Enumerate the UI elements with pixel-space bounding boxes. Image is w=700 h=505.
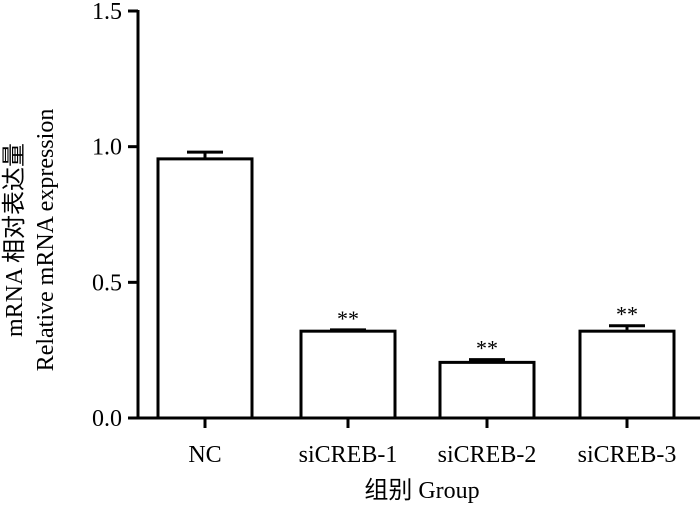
bars-group <box>156 157 676 420</box>
y-tick-label: 0.0 <box>92 406 122 432</box>
y-tick-label: 1.5 <box>92 0 122 25</box>
bar-sicreb-3 <box>578 329 676 420</box>
significance-markers-group: ** ** ** <box>337 302 638 361</box>
y-tick-label: 1.0 <box>92 135 122 161</box>
y-axis-title-line1: mRNA 相对表达量 <box>1 143 28 337</box>
significance-marker: ** <box>476 336 498 361</box>
x-category-label: siCREB-1 <box>299 442 398 468</box>
significance-marker: ** <box>616 302 638 327</box>
y-axis-title-line2: Relative mRNA expression <box>33 109 59 372</box>
x-category-label: NC <box>188 442 221 468</box>
significance-marker: ** <box>337 306 359 331</box>
y-tick-label: 0.5 <box>92 270 122 296</box>
bar-sicreb-1 <box>299 329 397 420</box>
y-ticks-group: 0.0 0.5 1.0 1.5 <box>92 0 138 432</box>
bar-nc <box>156 157 254 420</box>
x-axis-title: 组别 Group <box>364 477 479 504</box>
x-category-label: siCREB-3 <box>578 442 677 468</box>
x-categories-group: NC siCREB-1 siCREB-2 siCREB-3 <box>188 418 676 468</box>
y-axis-title: mRNA 相对表达量 Relative mRNA expression <box>1 109 59 372</box>
axes-group <box>136 10 700 420</box>
bar-sicreb-2 <box>438 360 536 420</box>
x-category-label: siCREB-2 <box>438 442 537 468</box>
error-bars-group <box>187 150 645 363</box>
